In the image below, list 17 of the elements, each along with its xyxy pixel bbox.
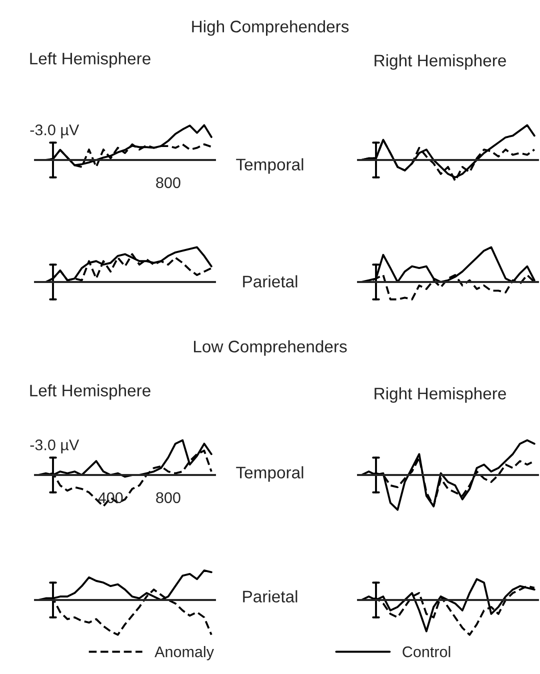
text: Left Hemisphere <box>30 384 150 400</box>
text: Left Hemisphere <box>30 52 150 68</box>
legend-label: Control <box>402 646 450 658</box>
annotation: -3.0 µV <box>30 439 80 454</box>
text: Parietal <box>243 590 298 602</box>
text: Temporal <box>236 466 304 482</box>
text: Temporal <box>236 158 304 174</box>
annotation: 400 <box>98 492 123 504</box>
annotation: -3.0 µV <box>30 124 80 138</box>
text: Right Hemisphere <box>374 387 506 403</box>
text: High Comprehenders <box>192 20 349 36</box>
text: Low Comprehenders <box>194 340 347 356</box>
text: Parietal <box>243 275 298 288</box>
text: 800 <box>156 177 180 188</box>
text: Right Hemisphere <box>374 54 506 70</box>
legend-label: Anomaly <box>154 646 214 660</box>
annotation: 800 <box>156 492 180 504</box>
